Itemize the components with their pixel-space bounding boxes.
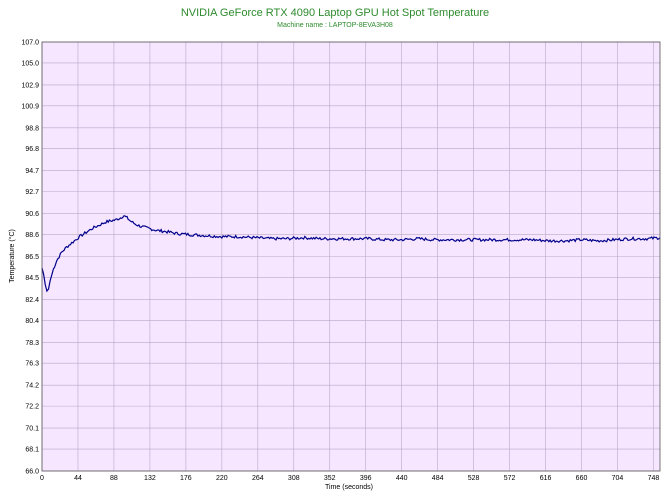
x-tick-label: 660 xyxy=(576,475,588,482)
y-tick-label: 84.5 xyxy=(25,275,39,282)
chart-subtitle: Machine name : LAPTOP-8EVA3H08 xyxy=(277,22,393,29)
y-tick-label: 100.9 xyxy=(21,103,39,110)
y-tick-label: 74.2 xyxy=(25,383,39,390)
x-tick-label: 440 xyxy=(396,475,408,482)
grid-lines xyxy=(41,41,660,472)
y-tick-label: 70.1 xyxy=(25,426,39,433)
y-tick-label: 105.0 xyxy=(21,60,39,67)
y-tick-label: 107.0 xyxy=(21,40,39,47)
x-tick-label: 176 xyxy=(180,475,192,482)
temperature-series-line xyxy=(41,215,661,293)
y-tick-label: 82.4 xyxy=(25,297,39,304)
x-tick-label: 748 xyxy=(648,475,660,482)
x-axis-label: Time (seconds) xyxy=(325,484,373,491)
y-tick-label: 76.3 xyxy=(25,361,39,368)
y-tick-label: 86.5 xyxy=(25,254,39,261)
y-tick-label: 68.1 xyxy=(25,447,39,454)
y-tick-label: 94.7 xyxy=(25,168,39,175)
x-tick-label: 484 xyxy=(432,475,444,482)
x-tick-label: 704 xyxy=(612,475,624,482)
y-axis-label: Temperature (°C) xyxy=(8,229,16,283)
x-tick-label: 0 xyxy=(40,475,44,482)
x-tick-label: 264 xyxy=(252,475,264,482)
y-tick-label: 90.6 xyxy=(25,211,39,218)
y-tick-label: 72.2 xyxy=(25,404,39,411)
x-axis-ticks: 0 44 88 132 176 220 264 308 352 396 440 484 528 572 61… xyxy=(40,475,659,482)
y-tick-label: 98.8 xyxy=(25,125,39,132)
y-tick-label: 102.9 xyxy=(21,82,39,89)
x-tick-label: 220 xyxy=(216,475,228,482)
chart-title: NVIDIA GeForce RTX 4090 Laptop GPU Hot S… xyxy=(181,7,489,19)
x-tick-label: 616 xyxy=(540,475,552,482)
x-tick-label: 352 xyxy=(324,475,336,482)
x-tick-label: 44 xyxy=(74,475,82,482)
y-tick-label: 92.7 xyxy=(25,189,39,196)
x-tick-label: 572 xyxy=(504,475,516,482)
y-tick-label: 66.0 xyxy=(25,469,39,476)
x-tick-label: 396 xyxy=(360,475,372,482)
x-tick-label: 132 xyxy=(144,475,156,482)
y-axis-ticks: 107.0 105.0 102.9 100.9 98.8 96.8 94.7 92.7 90.6… xyxy=(21,40,39,476)
y-tick-label: 80.4 xyxy=(25,318,39,325)
y-tick-label: 78.3 xyxy=(25,340,39,347)
x-tick-label: 308 xyxy=(288,475,300,482)
plot-border xyxy=(41,41,661,472)
y-tick-label: 88.6 xyxy=(25,232,39,239)
x-tick-label: 88 xyxy=(110,475,118,482)
y-tick-label: 96.8 xyxy=(25,146,39,153)
x-tick-label: 528 xyxy=(468,475,480,482)
